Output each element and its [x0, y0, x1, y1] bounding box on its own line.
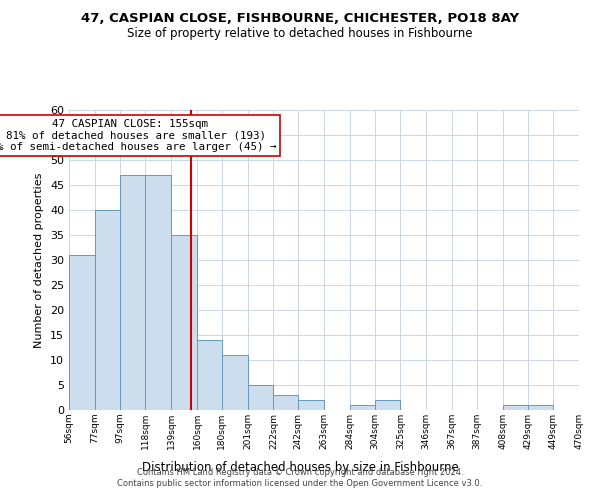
Text: Contains HM Land Registry data © Crown copyright and database right 2024.
Contai: Contains HM Land Registry data © Crown c… [118, 468, 482, 487]
Text: 47, CASPIAN CLOSE, FISHBOURNE, CHICHESTER, PO18 8AY: 47, CASPIAN CLOSE, FISHBOURNE, CHICHESTE… [81, 12, 519, 26]
Bar [274, 395, 298, 410]
Bar [197, 340, 222, 410]
Text: Size of property relative to detached houses in Fishbourne: Size of property relative to detached ho… [127, 28, 473, 40]
Bar [145, 175, 171, 410]
Bar [248, 385, 274, 410]
Text: 47 CASPIAN CLOSE: 155sqm
← 81% of detached houses are smaller (193)
19% of semi-: 47 CASPIAN CLOSE: 155sqm ← 81% of detach… [0, 119, 276, 152]
Bar [95, 210, 119, 410]
Bar [529, 405, 553, 410]
Bar [222, 355, 248, 410]
Text: Distribution of detached houses by size in Fishbourne: Distribution of detached houses by size … [142, 461, 458, 474]
Y-axis label: Number of detached properties: Number of detached properties [34, 172, 44, 348]
Bar [119, 175, 145, 410]
Bar [171, 235, 197, 410]
Bar [374, 400, 400, 410]
Bar [298, 400, 324, 410]
Bar [503, 405, 529, 410]
Bar [69, 255, 95, 410]
Bar [350, 405, 374, 410]
